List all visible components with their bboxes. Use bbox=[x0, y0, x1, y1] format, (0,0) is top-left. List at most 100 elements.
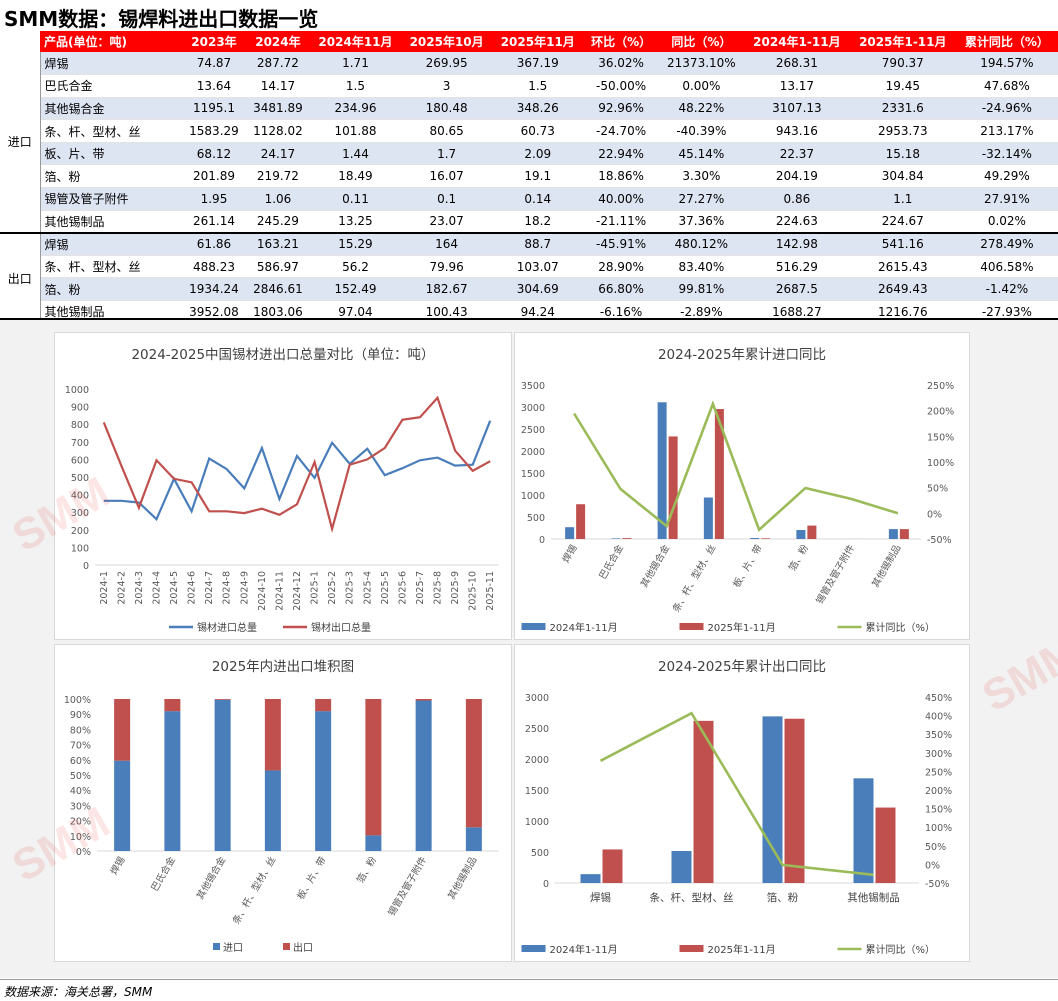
y2-tick-label: 150% bbox=[927, 432, 954, 443]
table-cell: 1.1 bbox=[849, 187, 956, 211]
y2-tick-label: 450% bbox=[925, 693, 952, 704]
stacked-bar-segment bbox=[164, 699, 181, 712]
table-cell: 1.5 bbox=[492, 74, 584, 98]
y-tick-label: 1500 bbox=[521, 469, 545, 480]
y-tick-label: 0 bbox=[539, 535, 545, 546]
y-tick-label: 90% bbox=[70, 710, 91, 721]
y2-tick-label: 0% bbox=[925, 860, 940, 871]
bar bbox=[580, 874, 601, 883]
x-tick-label: 2024-5 bbox=[169, 571, 180, 605]
series-line bbox=[103, 420, 492, 522]
x-tick-label: 箔、粉 bbox=[767, 891, 799, 904]
bar bbox=[714, 409, 724, 539]
x-tick-label: 板、片、带 bbox=[731, 542, 765, 590]
x-tick-label: 焊锡 bbox=[590, 891, 611, 904]
table-cell: 304.84 bbox=[849, 164, 956, 189]
chart-title: 2024-2025年累计出口同比 bbox=[658, 659, 826, 675]
x-tick-label: 2025-7 bbox=[415, 571, 426, 605]
x-tick-label: 巴氏合金 bbox=[149, 854, 179, 893]
legend-swatch bbox=[679, 623, 704, 630]
table-cell: 1128.02 bbox=[245, 119, 310, 143]
x-tick-label: 2025-10 bbox=[468, 571, 479, 611]
table-cell: 15.29 bbox=[309, 231, 402, 256]
table-cell: 224.63 bbox=[743, 210, 850, 234]
x-tick-label: 2024-2 bbox=[116, 571, 127, 605]
column-header: 2025年10月 bbox=[401, 31, 493, 52]
table-cell: 56.2 bbox=[309, 255, 402, 279]
table-cell: 74.87 bbox=[182, 52, 246, 76]
column-header: 累计同比（%） bbox=[955, 31, 1058, 52]
column-header: 2025年11月 bbox=[492, 31, 584, 52]
x-tick-label: 其他锡制品 bbox=[847, 891, 900, 904]
stacked-bar-segment bbox=[315, 711, 332, 851]
legend-label: 2024年1-11月 bbox=[550, 621, 618, 634]
product-name: 条、杆、型材、丝 bbox=[40, 255, 182, 279]
table-cell: 18.86% bbox=[583, 164, 659, 189]
legend-label: 累计同比（%） bbox=[866, 621, 936, 634]
y-tick-label: 600 bbox=[71, 455, 89, 466]
table-cell: 2687.5 bbox=[743, 277, 850, 302]
table-row: 出口 焊锡 61.86 163.21 15.29 164 88.7 -45.91% 480.12… bbox=[0, 231, 1058, 324]
stacked-bar-segment bbox=[214, 699, 231, 700]
legend-label: 累计同比（%） bbox=[866, 943, 936, 956]
legend-label: 锡材出口总量 bbox=[311, 621, 371, 634]
bar bbox=[693, 720, 714, 883]
table-cell: 516.29 bbox=[743, 255, 850, 279]
table-cell: 60.73 bbox=[492, 119, 584, 143]
x-tick-label: 2025-1 bbox=[310, 571, 321, 605]
table-cell: 18.49 bbox=[309, 164, 402, 189]
table-cell: 586.97 bbox=[245, 255, 310, 279]
table-cell: -1.42% bbox=[955, 277, 1058, 302]
x-tick-label: 箔、粉 bbox=[786, 542, 811, 573]
stacked-bar-segment bbox=[415, 700, 432, 851]
table-cell: -27.93% bbox=[955, 300, 1058, 324]
x-tick-label: 其他锡制品 bbox=[869, 543, 903, 590]
y-tick-label: 200 bbox=[71, 526, 89, 537]
column-header: 2024年11月 bbox=[309, 31, 402, 52]
product-name: 巴氏合金 bbox=[40, 74, 182, 98]
table-cell: -2.89% bbox=[658, 300, 744, 324]
table-cell: 24.17 bbox=[245, 142, 310, 166]
y-tick-label: 3000 bbox=[525, 693, 549, 704]
stacked-bar-segment bbox=[465, 699, 482, 828]
table-cell: 180.48 bbox=[401, 97, 493, 121]
table-cell: 1934.24 bbox=[182, 277, 246, 302]
x-tick-label: 2025-6 bbox=[397, 571, 408, 605]
source-note: 数据来源：海关总署，SMM bbox=[0, 979, 1058, 1001]
table-cell: 15.18 bbox=[849, 142, 956, 166]
table-cell: 1.44 bbox=[309, 142, 402, 166]
x-tick-label: 2025-3 bbox=[345, 571, 356, 605]
table-cell: 0.1 bbox=[401, 187, 493, 211]
stacked-bar-segment bbox=[264, 699, 281, 771]
x-tick-label: 焊锡 bbox=[560, 543, 580, 565]
series-line bbox=[102, 395, 491, 534]
table-cell: 48.22% bbox=[658, 97, 744, 121]
table-cell: 21373.10% bbox=[658, 52, 744, 76]
column-header: 2024年1-11月 bbox=[743, 31, 850, 52]
table-header-row: 产品(单位：吨) 2023年 2024年 2024年11月 2025年10月 2025年1… bbox=[0, 31, 1058, 52]
x-tick-label: 2024-10 bbox=[257, 571, 268, 611]
chart-svg: 2024-2025年累计进口同比 0 500 1000 1500 2000 2500 3000… bbox=[521, 347, 954, 634]
table-cell: 1195.1 bbox=[182, 97, 246, 121]
bar bbox=[784, 718, 805, 883]
table-cell: 27.91% bbox=[955, 187, 1058, 211]
table-row: 锡管及管子附件 1.95 1.06 0.11 0.1 0.14 40.00% 27.27% 0.… bbox=[0, 187, 1058, 211]
x-tick-label: 2024-8 bbox=[222, 571, 233, 605]
legend-swatch bbox=[213, 943, 220, 950]
table-cell: 94.24 bbox=[492, 300, 584, 324]
table-cell: 47.68% bbox=[955, 74, 1058, 98]
series-line bbox=[572, 400, 899, 533]
product-name: 焊锡 bbox=[40, 52, 182, 76]
table-cell: 406.58% bbox=[955, 255, 1058, 279]
y-tick-label: 30% bbox=[70, 801, 91, 812]
y-tick-label: 0 bbox=[83, 561, 89, 572]
y-tick-label: 0 bbox=[543, 879, 549, 890]
chart-title: 2025年内进出口堆积图 bbox=[212, 659, 354, 675]
y-tick-label: 1000 bbox=[521, 491, 545, 502]
x-tick-label: 2024-3 bbox=[134, 571, 145, 605]
charts-area: 2024-2025中国锡材进出口总量对比（单位：吨） 0 100 200 300 400 5… bbox=[0, 318, 1058, 978]
y-tick-label: 20% bbox=[70, 817, 91, 828]
table-cell: -50.00% bbox=[583, 74, 659, 98]
y-tick-label: 100% bbox=[64, 695, 91, 706]
table-row: 箔、粉 1934.24 2846.61 152.49 182.67 304.69 66.80… bbox=[0, 277, 1058, 302]
